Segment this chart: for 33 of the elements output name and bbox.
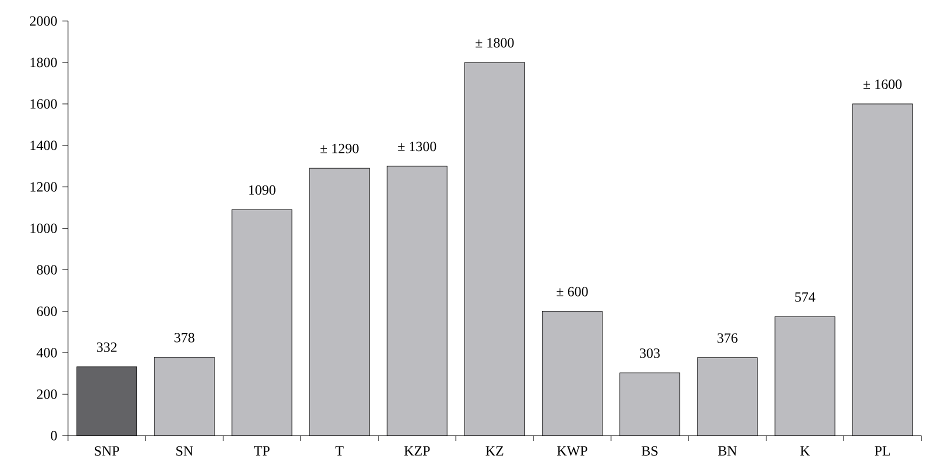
y-tick-label: 1400 (30, 140, 57, 150)
data-label: 376 (718, 333, 738, 343)
x-tick-label: PL (874, 446, 890, 456)
y-tick-label: 0 (50, 430, 57, 440)
y-tick-label: 200 (36, 389, 57, 399)
x-tick-label: K (800, 446, 810, 456)
data-label: ± 600 (556, 286, 588, 296)
data-label: 574 (795, 292, 816, 302)
data-label: ± 1800 (476, 38, 514, 48)
data-label: ± 1290 (320, 144, 359, 154)
y-tick-label: 400 (36, 348, 57, 358)
x-tick-label: BN (718, 446, 737, 456)
data-label: 378 (174, 332, 194, 342)
x-tick-label: KZP (404, 446, 430, 456)
x-tick-label: TP (254, 446, 270, 456)
x-tick-label: KZ (486, 446, 504, 456)
y-tick-label: 1000 (30, 224, 57, 234)
data-label: ± 1600 (864, 80, 902, 89)
data-label: 303 (640, 348, 660, 358)
data-label: ± 1300 (398, 142, 436, 152)
y-tick-label: 1600 (30, 99, 57, 109)
x-tick-label: SNP (94, 446, 120, 456)
y-tick-label: 800 (36, 265, 57, 275)
y-tick-label: 600 (36, 306, 57, 316)
data-label: 1090 (249, 185, 276, 195)
y-tick-label: 1200 (30, 182, 57, 192)
y-tick-label: 1800 (30, 58, 57, 68)
y-tick-label: 2000 (30, 16, 57, 26)
data-label: 332 (96, 342, 117, 352)
x-tick-label: BS (642, 446, 658, 456)
x-tick-label: KWP (557, 446, 588, 456)
x-tick-label: T (335, 446, 344, 456)
x-tick-label: SN (176, 446, 193, 456)
